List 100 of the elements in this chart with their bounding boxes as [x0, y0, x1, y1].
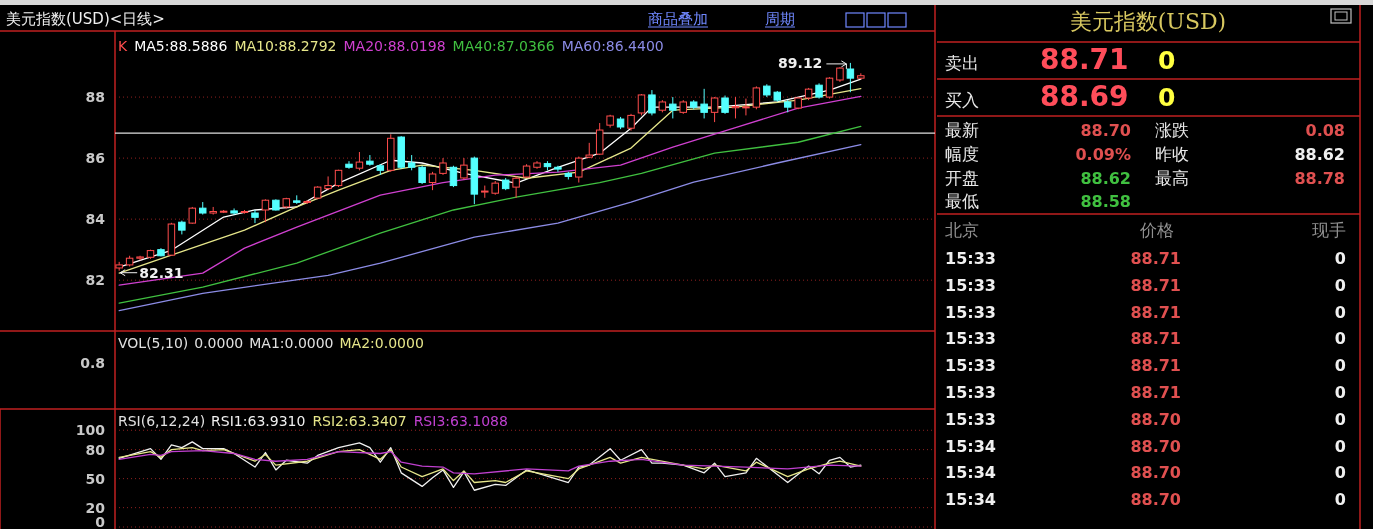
text: MA20:88.0198: [343, 38, 446, 54]
text: 88.70: [1130, 463, 1181, 483]
text: 15:33: [945, 249, 996, 268]
text: 88.71: [1040, 43, 1129, 76]
text: 88.62: [1080, 169, 1131, 188]
candlestick: [825, 76, 834, 100]
text: 88.70: [1130, 490, 1181, 510]
candlestick: [251, 209, 259, 224]
candlestick: [637, 93, 646, 116]
text: 88.70: [1130, 436, 1181, 456]
text: 幅度: [945, 144, 979, 164]
candlestick: [428, 171, 437, 191]
text: 价格: [1139, 220, 1174, 240]
candlestick: [512, 175, 520, 199]
y-tick-label: 84: [85, 211, 106, 228]
text: 88.69: [1040, 80, 1129, 113]
candlestick: [575, 156, 583, 184]
text: 15:34: [945, 436, 996, 456]
text: 88.62: [1294, 145, 1345, 164]
text: 最高: [1155, 168, 1189, 188]
text: 现手: [1312, 220, 1346, 240]
text: 15:33: [945, 302, 996, 322]
candlestick: [700, 88, 708, 119]
candlestick: [366, 154, 374, 167]
text: 0: [1334, 275, 1346, 295]
text: 15:33: [945, 383, 996, 402]
candlestick: [261, 198, 270, 223]
text: 周期: [765, 10, 795, 28]
text: 0: [1334, 383, 1346, 402]
chart-title: 美元指数(USD)<日线>: [6, 10, 165, 28]
line-series: [118, 449, 862, 475]
text: K: [118, 38, 128, 54]
text: 0: [1334, 490, 1346, 510]
candlestick: [449, 165, 458, 188]
text: 美元指数(USD): [1069, 9, 1227, 34]
candlestick: [752, 85, 761, 110]
text: 88.70: [1130, 409, 1181, 429]
candlestick: [324, 175, 332, 191]
annotation: 89.12: [778, 54, 823, 71]
candlestick: [846, 62, 855, 93]
text: 88.71: [1130, 356, 1181, 376]
text: 开盘: [945, 168, 979, 188]
candlestick: [418, 165, 426, 185]
text: 15:33: [945, 409, 996, 429]
y-tick-label: 50: [85, 470, 106, 487]
text: 88.58: [1080, 192, 1131, 211]
candlestick: [669, 96, 677, 119]
text: 0: [1334, 409, 1346, 429]
text: MA2:0.0000: [339, 335, 424, 351]
text: 0: [1334, 463, 1346, 483]
text: 0.08: [1305, 121, 1345, 140]
series-label: RSI1:63.9310: [211, 413, 306, 429]
text: 88.78: [1294, 169, 1345, 188]
text: 北京: [945, 220, 979, 240]
text: MA5:88.5886: [134, 38, 228, 54]
y-tick-label: 20: [85, 499, 106, 516]
line-series: [118, 441, 862, 491]
text: 昨收: [1155, 144, 1189, 164]
text: 88.71: [1130, 383, 1181, 402]
candlestick: [710, 96, 719, 123]
chart-title: RSI(6,12,24): [118, 413, 206, 429]
text: 0: [1334, 329, 1346, 349]
text: 15:33: [945, 356, 996, 376]
text: 0: [1334, 302, 1346, 322]
candlestick: [355, 151, 364, 171]
text: 15:33: [945, 329, 996, 349]
text: 88.71: [1130, 249, 1181, 268]
text: MA1:0.0000: [249, 335, 334, 351]
text: 88.71: [1130, 302, 1181, 322]
text: 最新: [945, 120, 979, 140]
y-tick-label: 86: [85, 150, 105, 167]
text: 商品叠加: [648, 10, 708, 28]
y-tick-label: 0: [95, 514, 106, 529]
text: 最低: [945, 191, 979, 211]
text: MA10:88.2792: [234, 38, 337, 54]
text: 买入: [945, 90, 979, 110]
text: 88.70: [1080, 121, 1131, 140]
text: VOL(5,10): [118, 335, 189, 351]
candlestick: [742, 98, 750, 116]
text: 88.71: [1130, 329, 1181, 349]
candlestick: [230, 207, 238, 216]
text: 0.09%: [1075, 145, 1131, 164]
series-label: RSI2:63.3407: [312, 413, 407, 429]
y-tick-label: 100: [75, 422, 106, 439]
text: 0: [1334, 356, 1346, 376]
text: 0: [1334, 436, 1346, 456]
text: 88.71: [1130, 275, 1181, 295]
y-tick-label: 88: [85, 89, 105, 106]
text: 0.0000: [194, 335, 244, 351]
text: 卖出: [945, 53, 979, 73]
y-tick-label: 80: [85, 441, 106, 458]
text: 0.8: [80, 355, 105, 371]
text: 15:33: [945, 275, 996, 295]
y-tick-label: 82: [85, 272, 105, 289]
text: 15:34: [945, 463, 996, 483]
candlestick: [721, 95, 729, 115]
annotation: 82.31: [139, 264, 184, 281]
text: MA60:86.4400: [561, 38, 664, 54]
candlestick: [554, 165, 562, 173]
text: 涨跌: [1155, 120, 1189, 140]
